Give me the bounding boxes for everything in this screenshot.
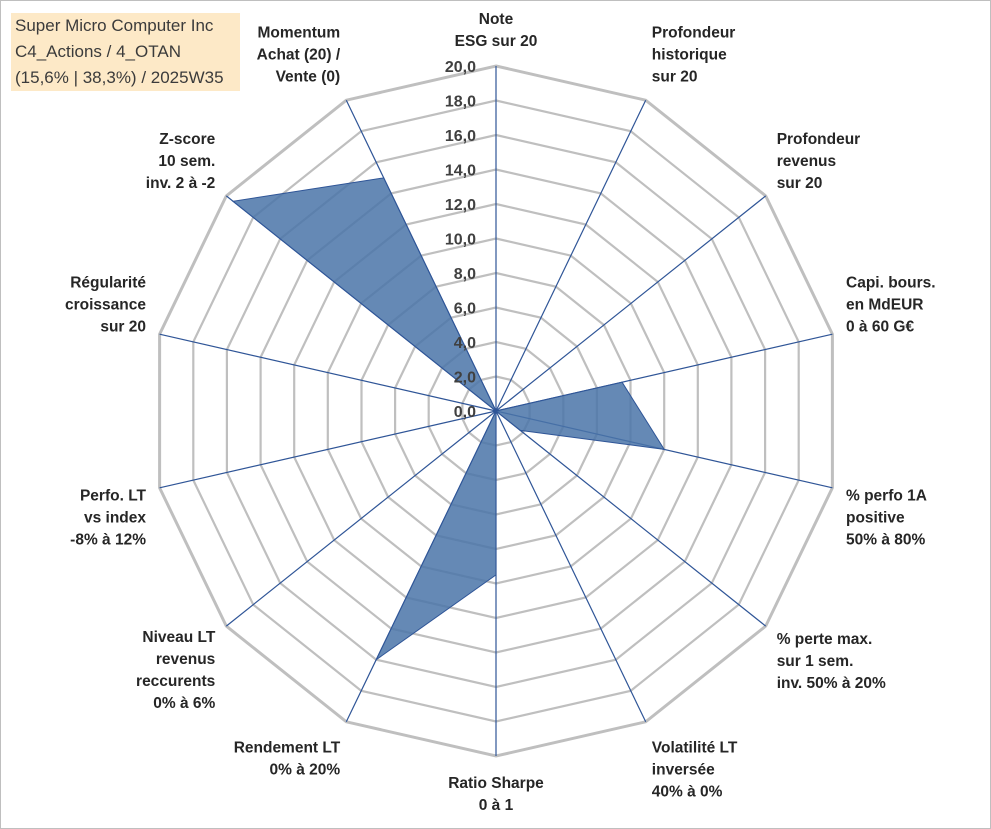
tick-label: 18,0 bbox=[445, 94, 476, 111]
axis-label-line: inversée bbox=[652, 761, 715, 778]
axis-label: Profondeur historique sur 20 bbox=[652, 25, 736, 86]
axis-label-line: Perfo. LT bbox=[80, 487, 147, 504]
chart-title-line-3: (15,6% | 38,3%) / 2025W35 bbox=[15, 68, 224, 87]
tick-label: 6,0 bbox=[454, 301, 476, 318]
axis-label-line: revenus bbox=[777, 153, 836, 170]
axis-label-line: Régularité bbox=[70, 275, 146, 292]
radial-tick-labels: 0,0 2,0 4,0 6,0 8,0 10,0 12,0 14,0 16,0 18,0 20,0 bbox=[445, 59, 476, 421]
axis-label-line: % perfo 1A bbox=[846, 487, 927, 504]
axis-label-line: Achat (20) / bbox=[257, 47, 341, 64]
axis-label-line: Profondeur bbox=[652, 25, 736, 42]
axis-label-line: 40% à 0% bbox=[652, 783, 723, 800]
axis-spoke bbox=[159, 410, 497, 489]
axis-label-line: Capi. bours. bbox=[846, 275, 936, 292]
axis-label: Capi. bours. en MdEUR 0 à 60 G€ bbox=[846, 275, 936, 336]
axis-label: Momentum Achat (20) / Vente (0) bbox=[257, 25, 341, 86]
axis-label-line: Momentum bbox=[258, 25, 341, 42]
tick-label: 2,0 bbox=[454, 370, 476, 387]
tick-label: 16,0 bbox=[445, 128, 476, 145]
tick-label: 14,0 bbox=[445, 163, 476, 180]
chart-title-line-2: C4_Actions / 4_OTAN bbox=[15, 42, 181, 61]
axis-label-line: -8% à 12% bbox=[70, 531, 146, 548]
axis-label-line: % perte max. bbox=[777, 631, 873, 648]
axis-label-line: 0 à 60 G€ bbox=[846, 319, 914, 336]
axis-label-line: Rendement LT bbox=[234, 739, 341, 756]
axis-label-line: Volatilité LT bbox=[652, 739, 738, 756]
axis-spoke bbox=[495, 410, 647, 723]
axis-label-line: 10 sem. bbox=[158, 153, 215, 170]
axis-label-line: en MdEUR bbox=[846, 297, 924, 314]
axis-label-line: reccurents bbox=[136, 673, 215, 690]
tick-label: 20,0 bbox=[445, 59, 476, 76]
axis-label-line: 0 à 1 bbox=[479, 797, 514, 814]
tick-label: 12,0 bbox=[445, 197, 476, 214]
axis-label-line: sur 20 bbox=[100, 319, 146, 336]
axis-label-line: inv. 50% à 20% bbox=[777, 675, 886, 692]
axis-label: Régularité croissance sur 20 bbox=[65, 275, 146, 336]
axis-label: Ratio Sharpe 0 à 1 bbox=[448, 775, 544, 814]
axis-label-line: Vente (0) bbox=[276, 69, 341, 86]
axis-label-line: Note bbox=[479, 11, 514, 28]
tick-label: 0,0 bbox=[454, 404, 476, 421]
axis-label: % perfo 1A positive 50% à 80% bbox=[846, 487, 927, 548]
axis-label-line: Niveau LT bbox=[142, 629, 215, 646]
tick-label: 8,0 bbox=[454, 266, 476, 283]
chart-title-line-1: Super Micro Computer Inc bbox=[15, 16, 214, 35]
axis-label-line: ESG sur 20 bbox=[455, 33, 538, 50]
axis-label-line: Ratio Sharpe bbox=[448, 775, 544, 792]
axis-spoke bbox=[225, 410, 497, 627]
axis-label-line: 0% à 6% bbox=[153, 695, 215, 712]
axis-label: Volatilité LT inversée 40% à 0% bbox=[652, 739, 738, 800]
axis-label-line: vs index bbox=[84, 509, 146, 526]
axis-labels: Note ESG sur 20 Profondeur historique sur 20… bbox=[65, 11, 936, 814]
axis-spoke bbox=[495, 195, 767, 412]
axis-label: Niveau LT revenus reccurents 0% à 6% bbox=[136, 629, 216, 712]
series-area bbox=[231, 177, 666, 662]
axis-label: Perfo. LT vs index -8% à 12% bbox=[70, 487, 146, 548]
chart-title-box: Super Micro Computer Inc C4_Actions / 4_… bbox=[11, 13, 240, 91]
axis-spoke bbox=[159, 333, 497, 412]
axis-label-line: inv. 2 à -2 bbox=[146, 175, 216, 192]
axis-label-line: 50% à 80% bbox=[846, 531, 925, 548]
axis-label-line: sur 20 bbox=[777, 175, 823, 192]
axis-label-line: Z-score bbox=[159, 131, 215, 148]
axis-label-line: Profondeur bbox=[777, 131, 861, 148]
axis-label: Rendement LT 0% à 20% bbox=[234, 739, 341, 778]
axis-label-line: historique bbox=[652, 47, 727, 64]
axis-spoke bbox=[495, 410, 767, 627]
axis-label: Profondeur revenus sur 20 bbox=[777, 131, 861, 192]
axis-label-line: sur 20 bbox=[652, 69, 698, 86]
axis-label-line: positive bbox=[846, 509, 905, 526]
axis-label-line: 0% à 20% bbox=[270, 761, 341, 778]
series-area-polygon bbox=[231, 177, 666, 662]
axis-label-line: croissance bbox=[65, 297, 146, 314]
axis-label: % perte max. sur 1 sem. inv. 50% à 20% bbox=[777, 631, 886, 692]
axis-label: Note ESG sur 20 bbox=[455, 11, 538, 50]
axis-label-line: revenus bbox=[156, 651, 215, 668]
axis-label-line: sur 1 sem. bbox=[777, 653, 854, 670]
tick-label: 4,0 bbox=[454, 335, 476, 352]
axis-label: Z-score 10 sem. inv. 2 à -2 bbox=[146, 131, 216, 192]
axis-spoke bbox=[495, 99, 647, 412]
tick-label: 10,0 bbox=[445, 232, 476, 249]
